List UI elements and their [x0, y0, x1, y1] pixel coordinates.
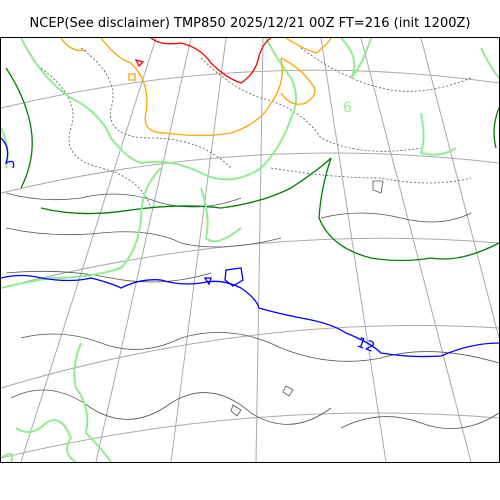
isotherm-line — [1, 452, 14, 462]
thin-contour — [270, 167, 472, 184]
isotherm-line — [1, 274, 499, 358]
latitude-line — [1, 152, 499, 194]
meridian-line — [170, 38, 227, 462]
thin-contour — [80, 47, 232, 169]
isotherm-line — [60, 38, 87, 52]
thin-contours — [5, 47, 499, 429]
isotherm-line — [1, 167, 162, 289]
latitude-line — [1, 412, 499, 459]
isotherm-line — [15, 419, 77, 462]
isotherm-line — [73, 342, 112, 462]
isotherm-line — [100, 38, 283, 137]
meridian-line — [95, 38, 192, 462]
contour-label-6: 6 — [343, 100, 352, 116]
isotherm-orange — [60, 38, 332, 137]
thin-contour — [282, 385, 294, 397]
isotherm-line — [150, 38, 272, 84]
weather-map: 6 12 — [1, 38, 499, 462]
isotherm-line — [419, 112, 457, 156]
isotherm-line — [318, 157, 499, 262]
thin-contour — [5, 227, 282, 248]
isotherm-line — [20, 38, 297, 181]
meridian-line — [360, 38, 472, 462]
thin-contour — [10, 389, 332, 425]
thin-contour — [372, 180, 384, 194]
contour-label-12: 12 — [355, 335, 377, 356]
graticule — [1, 38, 499, 462]
meridian-line — [255, 38, 264, 462]
meridian-line — [20, 38, 157, 462]
thin-contour — [5, 270, 212, 283]
isotherm-line — [1, 137, 15, 169]
isotherm-green — [5, 67, 499, 262]
isotherm-line — [224, 267, 244, 287]
thin-contour — [300, 47, 472, 92]
isotherm-line — [5, 67, 33, 189]
isotherm-line — [134, 58, 145, 68]
meridian-line — [320, 38, 387, 462]
chart-title: NCEP(See disclaimer) TMP850 2025/12/21 0… — [29, 16, 471, 31]
isotherm-line — [480, 47, 499, 79]
isotherm-lightgreen — [1, 38, 499, 462]
thin-contour — [200, 57, 422, 152]
isotherm-line — [340, 38, 372, 79]
isotherm-line — [493, 107, 499, 149]
isotherm-line — [203, 277, 212, 286]
meridian-line — [420, 38, 499, 339]
isotherm-line — [285, 38, 332, 54]
thin-contour — [40, 67, 152, 209]
isotherm-line — [200, 187, 242, 243]
latitude-line — [1, 325, 499, 389]
map-panel: 6 12 — [0, 37, 500, 463]
isotherm-line — [40, 157, 332, 215]
thin-contour — [20, 331, 499, 364]
thin-contour — [230, 404, 242, 417]
thin-contour — [340, 412, 499, 429]
isotherm-blue — [1, 137, 499, 358]
isotherm-line — [280, 57, 316, 105]
thin-contour — [320, 212, 472, 223]
isotherm-red — [134, 38, 272, 84]
isotherm-line — [128, 73, 136, 81]
